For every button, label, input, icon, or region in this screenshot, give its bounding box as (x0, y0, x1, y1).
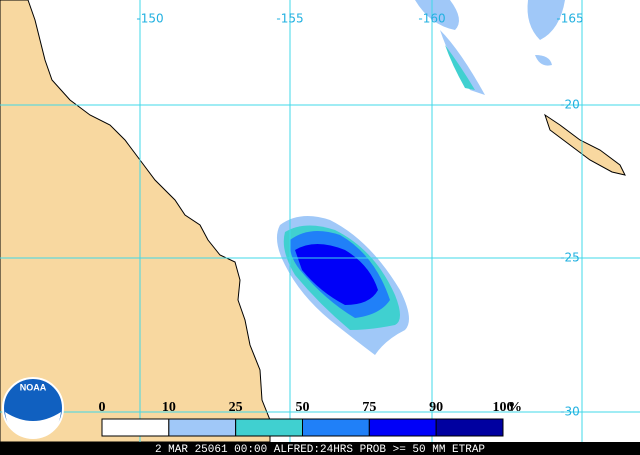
legend-label: 10 (162, 400, 176, 415)
legend-label: 90 (429, 400, 443, 415)
precip-blob (276, 0, 565, 355)
lon-label: -150 (136, 12, 163, 26)
lat-label: -20 (560, 98, 580, 112)
legend-swatch (302, 418, 370, 437)
graticule (0, 0, 640, 442)
logo-text: NOAA (20, 382, 47, 392)
lon-label: -155 (276, 12, 303, 26)
new-caledonia (544, 113, 626, 176)
legend-swatch (435, 418, 504, 437)
legend-swatch (101, 418, 170, 437)
legend-label: 50 (296, 400, 310, 415)
legend-label: 25 (229, 400, 243, 415)
lon-label: -165 (556, 12, 583, 26)
legend-label: 100 (493, 400, 514, 415)
legend-label: 0 (99, 400, 106, 415)
lon-label: -160 (418, 12, 445, 26)
footer-text: 2 MAR 25061 00:00 ALFRED:24HRS PROB >= 5… (155, 444, 485, 455)
lat-label: -25 (560, 251, 580, 265)
lat-label: -30 (560, 405, 580, 419)
legend-unit: % (508, 400, 522, 415)
legend-swatch (368, 418, 437, 437)
footer-bar (0, 442, 640, 455)
legend-label: 75 (362, 400, 376, 415)
noaa-logo: NOAA (2, 377, 64, 439)
legend-swatch (168, 418, 237, 437)
australia-land (0, 0, 271, 443)
legend-swatch (235, 418, 304, 437)
